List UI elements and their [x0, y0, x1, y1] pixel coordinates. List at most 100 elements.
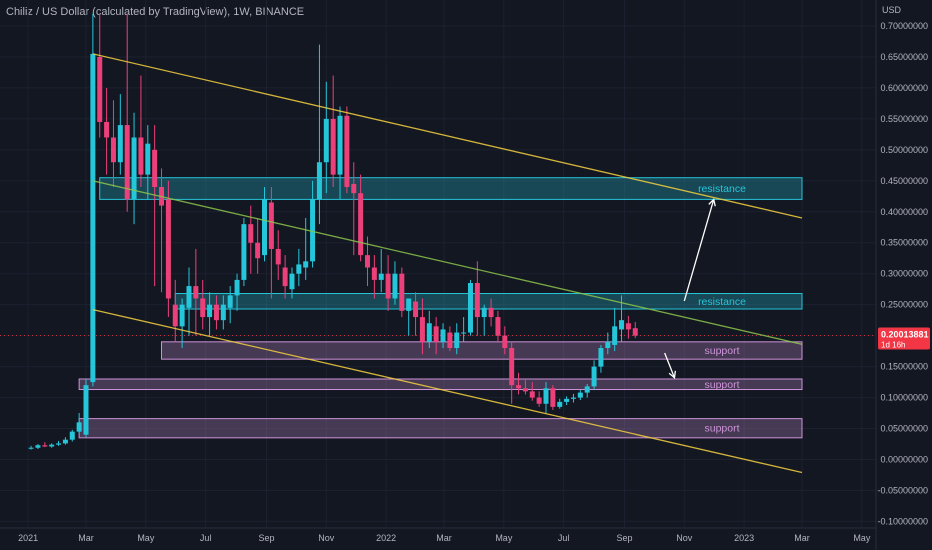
candle-down	[193, 286, 199, 299]
candle-up	[392, 273, 398, 299]
candle-down	[364, 255, 370, 268]
candle-up	[337, 115, 343, 175]
candle-up	[56, 443, 62, 445]
candle-down	[330, 118, 336, 175]
zone-labels: resistance resistance support support suppor…	[698, 183, 746, 435]
y-tick-label: 0.05000000	[880, 424, 928, 434]
candle-up	[227, 295, 233, 308]
candle-up	[310, 199, 316, 262]
candle-up	[557, 401, 563, 407]
candle-down	[385, 273, 391, 299]
x-tick-label: Mar	[78, 533, 94, 543]
x-tick-label: Jul	[200, 533, 212, 543]
x-tick-label: Mar	[794, 533, 810, 543]
last-price-value: 0.20013881	[881, 330, 929, 340]
candle-up	[69, 431, 75, 440]
support-zone-label: support	[704, 345, 739, 357]
candle-down	[268, 202, 274, 249]
last-price-tag: 0.20013881 1d 16h	[878, 327, 930, 350]
y-tick-label: 0.30000000	[880, 269, 928, 279]
candle-up	[584, 386, 590, 393]
candle-down	[371, 267, 377, 280]
x-tick-label: Nov	[676, 533, 693, 543]
candle-up	[316, 162, 322, 200]
y-tick-label: -0.05000000	[877, 485, 928, 495]
candle-up	[605, 341, 611, 349]
candle-up	[406, 298, 412, 311]
arrows	[664, 198, 716, 380]
candle-up	[303, 261, 309, 268]
candle-up	[262, 199, 268, 256]
candle-down	[138, 137, 144, 175]
y-tick-label: 0.10000000	[880, 393, 928, 403]
candle-up	[49, 444, 55, 447]
candle-up	[179, 304, 185, 327]
candle-down	[42, 445, 48, 447]
candle-down	[413, 301, 419, 318]
y-tick-label: 0.35000000	[880, 238, 928, 248]
candle-down	[248, 224, 254, 243]
support-zone	[161, 341, 803, 360]
trend-lines	[92, 53, 803, 474]
candle-up	[570, 397, 576, 399]
x-tick-label: 2023	[734, 533, 754, 543]
candle-up	[323, 118, 329, 163]
x-tick-label: May	[137, 533, 155, 543]
candle-down	[495, 317, 501, 336]
support-zone-label: support	[704, 379, 739, 391]
candle-down	[433, 326, 439, 342]
bar-countdown: 1d 16h	[881, 341, 905, 350]
time-axis[interactable]: 2021 Mar May Jul Sep Nov 2022 Mar May Jul Sep Nov 20…	[0, 527, 876, 543]
y-tick-label: 0.25000000	[880, 300, 928, 310]
candle-down	[550, 388, 556, 407]
x-tick-label: Mar	[436, 533, 452, 543]
support-zone-label: support	[704, 423, 739, 435]
midline-line	[92, 180, 803, 345]
candle-down	[625, 323, 631, 330]
candle-up	[591, 366, 597, 387]
candle-up	[234, 279, 240, 296]
candle-down	[522, 388, 528, 392]
x-tick-label: 2022	[376, 533, 396, 543]
grid	[0, 0, 876, 528]
candle-down	[152, 149, 158, 188]
candle-up	[117, 125, 123, 163]
candle-up	[289, 273, 295, 290]
candle-up	[481, 307, 487, 318]
candle-down	[344, 115, 350, 188]
candle-down	[275, 248, 281, 265]
resistance-zone-label: resistance	[698, 296, 746, 308]
y-tick-label: 0.15000000	[880, 362, 928, 372]
arrow-head	[668, 370, 676, 380]
y-tick-label: -0.10000000	[877, 516, 928, 526]
candle-up	[62, 439, 68, 444]
candle-down	[97, 56, 103, 122]
candle-up	[28, 447, 34, 449]
candle-up	[461, 332, 467, 334]
price-axis[interactable]: USD 0.70000000 0.65000000 0.60000000 0.5500…	[875, 0, 932, 550]
candle-down	[536, 397, 542, 404]
candle-down	[213, 304, 219, 321]
arrow-shaft	[664, 352, 676, 378]
candle-up	[467, 282, 473, 333]
candle-up	[241, 224, 247, 280]
candle-down	[200, 298, 206, 318]
candle-up	[454, 332, 460, 349]
candle-up	[186, 286, 192, 308]
channel-top-line	[92, 53, 803, 219]
y-tick-label: 0.55000000	[880, 114, 928, 124]
candle-up	[543, 388, 549, 404]
candle-up	[90, 53, 96, 383]
x-tick-label: Sep	[616, 533, 632, 543]
y-tick-label: 0.50000000	[880, 145, 928, 155]
candle-up	[207, 304, 213, 318]
candle-down	[488, 307, 494, 318]
x-tick-label: Sep	[258, 533, 274, 543]
candle-up	[296, 264, 302, 274]
candle-up	[440, 329, 446, 342]
candle-down	[399, 273, 405, 311]
candle-down	[351, 183, 357, 194]
resistance-zone	[99, 177, 803, 200]
candle-down	[358, 193, 364, 256]
